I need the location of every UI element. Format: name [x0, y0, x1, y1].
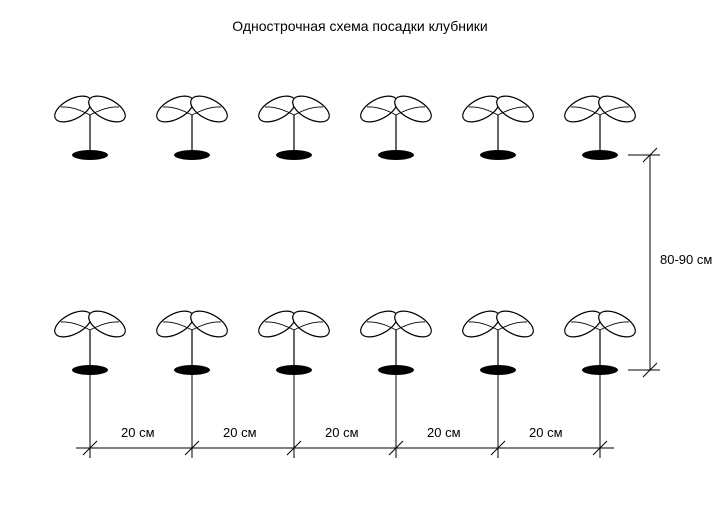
diagram-canvas [0, 0, 720, 520]
plant-spacing-label: 20 см [529, 425, 563, 440]
plant-spacing-label: 20 см [121, 425, 155, 440]
row-spacing-label: 80-90 см [660, 252, 712, 267]
diagram-title: Однострочная схема посадки клубники [0, 18, 720, 34]
plant-spacing-label: 20 см [223, 425, 257, 440]
plant-spacing-label: 20 см [325, 425, 359, 440]
plant-spacing-label: 20 см [427, 425, 461, 440]
